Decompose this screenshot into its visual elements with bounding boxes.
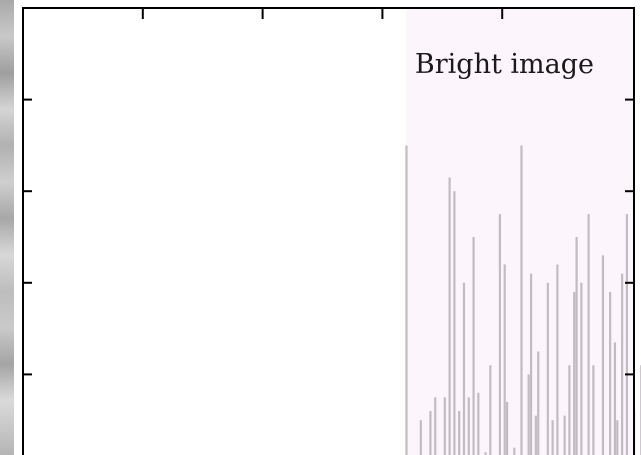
histogram-bar [621, 273, 624, 455]
histogram-bar [592, 365, 595, 455]
histogram-bar [498, 214, 502, 455]
neighbor-image-strip [0, 0, 14, 455]
histogram-bar [477, 392, 480, 455]
histogram-bar [503, 264, 506, 455]
histogram-bar [513, 447, 516, 455]
histogram-bar [556, 264, 559, 455]
histogram-bar [575, 237, 578, 455]
plot-frame [22, 7, 635, 455]
histogram-bar [484, 452, 487, 455]
histogram-bar [448, 177, 451, 455]
histogram-bar [609, 291, 612, 455]
histogram-bar [601, 255, 605, 455]
highlight-region [406, 8, 634, 455]
legend-label: Bright image [415, 49, 594, 80]
histogram-bar [529, 273, 533, 455]
histogram-bar [458, 411, 461, 455]
histogram-bar [587, 214, 590, 455]
histogram-bar [534, 415, 537, 455]
histogram-bar [489, 365, 492, 455]
histogram-bar [625, 214, 629, 455]
histogram-bar [467, 397, 470, 455]
histogram-bar [434, 397, 437, 455]
histogram-bar [506, 401, 509, 455]
histogram-bar [551, 420, 554, 455]
histogram-bar [613, 342, 617, 455]
histogram-bar [616, 420, 619, 455]
histogram-bar [443, 397, 446, 455]
histogram-bar [573, 291, 576, 455]
histogram-bar [453, 191, 456, 455]
histogram-bar [580, 282, 583, 455]
histogram-bar [419, 420, 422, 455]
axis-ticks [23, 8, 634, 376]
histogram-bar [568, 365, 571, 455]
histogram-bar [429, 411, 432, 455]
histogram-bars [405, 145, 641, 455]
histogram-bar [563, 415, 566, 455]
histogram-bar [527, 374, 530, 455]
histogram-bar [537, 351, 540, 455]
histogram-bar [472, 237, 475, 455]
histogram-bar [405, 145, 408, 455]
histogram-bar [520, 145, 523, 455]
histogram-bar [462, 282, 466, 455]
histogram-bar [546, 282, 549, 455]
